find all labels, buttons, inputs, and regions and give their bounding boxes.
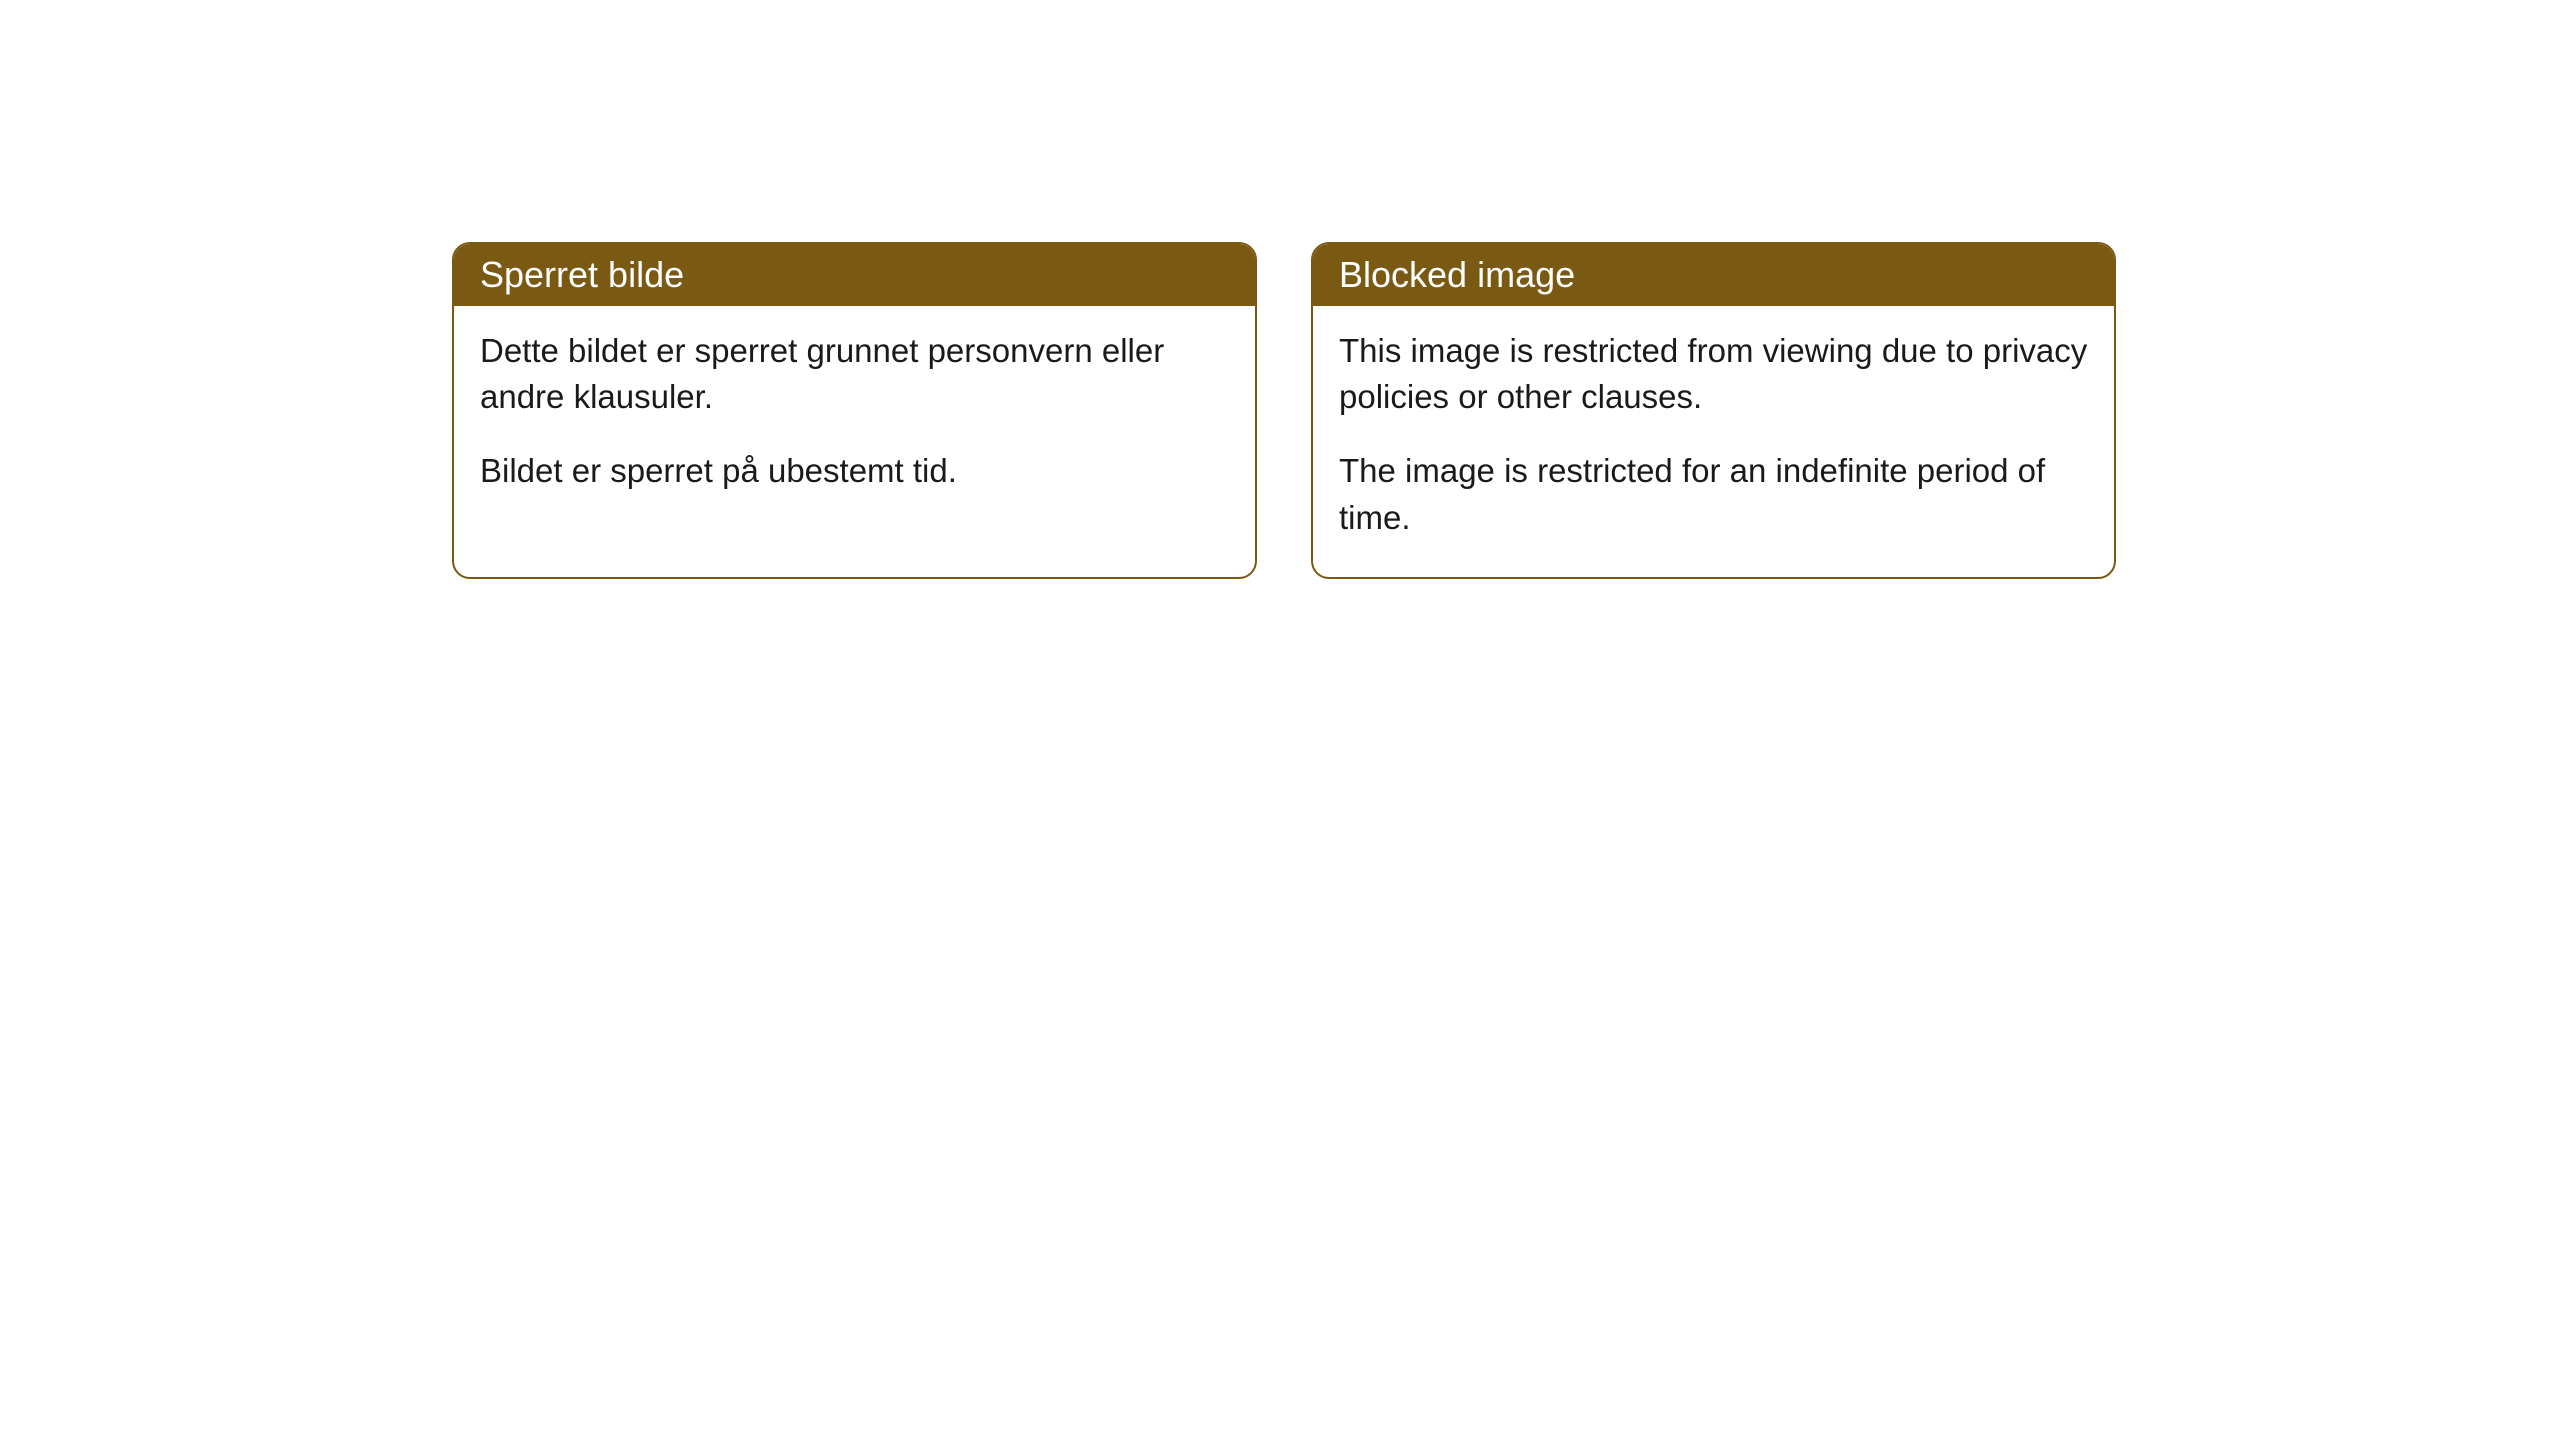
card-header: Sperret bilde bbox=[454, 244, 1255, 306]
card-body: Dette bildet er sperret grunnet personve… bbox=[454, 306, 1255, 531]
card-paragraph: Dette bildet er sperret grunnet personve… bbox=[480, 328, 1229, 420]
card-title: Sperret bilde bbox=[480, 254, 684, 295]
blocked-image-card-norwegian: Sperret bilde Dette bildet er sperret gr… bbox=[452, 242, 1257, 579]
blocked-image-card-english: Blocked image This image is restricted f… bbox=[1311, 242, 2116, 579]
card-header: Blocked image bbox=[1313, 244, 2114, 306]
card-body: This image is restricted from viewing du… bbox=[1313, 306, 2114, 577]
cards-container: Sperret bilde Dette bildet er sperret gr… bbox=[0, 0, 2560, 579]
card-paragraph: The image is restricted for an indefinit… bbox=[1339, 448, 2088, 540]
card-paragraph: This image is restricted from viewing du… bbox=[1339, 328, 2088, 420]
card-paragraph: Bildet er sperret på ubestemt tid. bbox=[480, 448, 1229, 494]
card-title: Blocked image bbox=[1339, 254, 1575, 295]
